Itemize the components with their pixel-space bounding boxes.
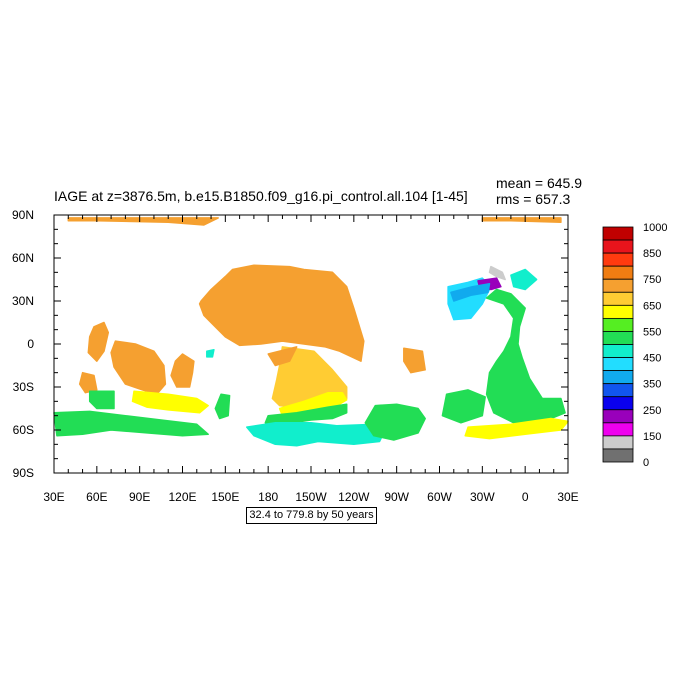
colorbar-swatch — [602, 422, 634, 437]
colorbar-swatch — [602, 357, 634, 372]
x-tick-label: 30E — [43, 490, 64, 504]
region-iceland-gray — [488, 265, 506, 281]
x-tick-label: 180 — [258, 490, 278, 504]
colorbar-label: 150 — [643, 431, 661, 443]
colorbar-label: 0 — [643, 457, 649, 469]
y-tick-label: 60N — [12, 251, 34, 265]
region-arctic-pacific-ice-edge — [67, 217, 219, 226]
y-tick-label: 60S — [13, 423, 34, 437]
x-tick-label: 60W — [427, 490, 452, 504]
x-tick-label: 60E — [86, 490, 107, 504]
region-north-atlantic-deep — [450, 283, 491, 302]
region-tasman-spot — [206, 348, 215, 358]
colorbar-label: 550 — [643, 326, 661, 338]
x-tick-label: 30W — [470, 490, 495, 504]
contour-range-box: 32.4 to 779.8 by 50 years — [246, 507, 377, 524]
region-indian-ocean-green-west — [88, 390, 115, 410]
y-tick-label: 0 — [27, 337, 34, 351]
colorbar-label: 350 — [643, 379, 661, 391]
region-indian-ocean-west — [110, 340, 167, 395]
x-tick-label: 150W — [295, 490, 327, 504]
chart-title: IAGE at z=3876.5m, b.e15.B1850.f09_g16.p… — [54, 188, 468, 204]
region-cape-basin-green — [538, 397, 566, 420]
region-kerguelen-green — [214, 393, 231, 420]
rms-stat: rms = 657.3 — [496, 191, 571, 207]
colorbar-swatch — [602, 317, 634, 332]
x-tick-label: 90W — [384, 490, 409, 504]
colorbar-swatch — [602, 435, 634, 450]
mean-stat: mean = 645.9 — [496, 175, 583, 191]
y-tick-label: 90S — [13, 466, 34, 480]
region-mozambique-basin — [78, 371, 98, 394]
colorbar-swatch — [602, 226, 634, 241]
region-indian-ocean-east — [170, 353, 195, 388]
colorbar-label: 750 — [643, 274, 661, 286]
y-axis: 90N 60N 30N 0 30S 60S 90S — [12, 208, 568, 480]
colorbar-swatch — [602, 265, 634, 280]
y-tick-label: 30S — [13, 380, 34, 394]
x-tick-label: 90E — [129, 490, 150, 504]
x-tick-label: 120E — [168, 490, 196, 504]
colorbar-label: 450 — [643, 353, 661, 365]
region-southern-ocean-pacific-cyan — [246, 422, 386, 447]
colorbar-swatch — [602, 278, 634, 293]
x-tick-label: 0 — [522, 490, 529, 504]
colorbar-swatch — [602, 370, 634, 385]
map-regions — [53, 217, 569, 447]
colorbar-swatch — [602, 396, 634, 411]
region-indian-ocean-south-yellow — [131, 390, 209, 414]
colorbar-swatch — [602, 383, 634, 398]
colorbar-swatch — [602, 344, 634, 358]
region-angola-deep — [403, 347, 426, 374]
x-tick-label: 30E — [557, 490, 578, 504]
y-tick-label: 90N — [12, 208, 34, 222]
colorbar-swatch — [602, 239, 634, 254]
colorbar-swatch — [602, 291, 634, 306]
colorbar-swatch — [602, 304, 634, 319]
region-labrador-cyan — [510, 268, 538, 291]
x-tick-label: 120W — [338, 490, 370, 504]
colorbar: 1000 850 750 650 550 450 350 250 150 0 — [602, 222, 667, 469]
region-southern-ocean-indian-green — [53, 410, 209, 437]
x-tick-label: 150E — [211, 490, 239, 504]
colorbar-swatch — [602, 331, 634, 345]
y-tick-label: 30N — [12, 294, 34, 308]
region-south-pacific-deep — [267, 346, 298, 367]
colorbar-swatch — [602, 448, 634, 463]
region-brazil-basin-green — [441, 389, 486, 424]
region-north-pacific — [198, 264, 365, 362]
x-axis: 30E 60E 90E 120E 150E 180 150W 120W 90W 60W 30W 0 30… — [43, 215, 579, 504]
colorbar-label: 850 — [643, 248, 661, 260]
colorbar-swatch — [602, 252, 634, 267]
colorbar-label: 1000 — [643, 222, 667, 234]
region-arctic-atlantic-ice-edge — [481, 217, 562, 223]
colorbar-label: 250 — [643, 405, 661, 417]
colorbar-label: 650 — [643, 300, 661, 312]
region-se-pacific-green — [364, 403, 426, 441]
colorbar-swatch — [602, 409, 634, 424]
region-weddell-yellow — [464, 417, 569, 440]
region-arabian-sea — [87, 321, 110, 362]
